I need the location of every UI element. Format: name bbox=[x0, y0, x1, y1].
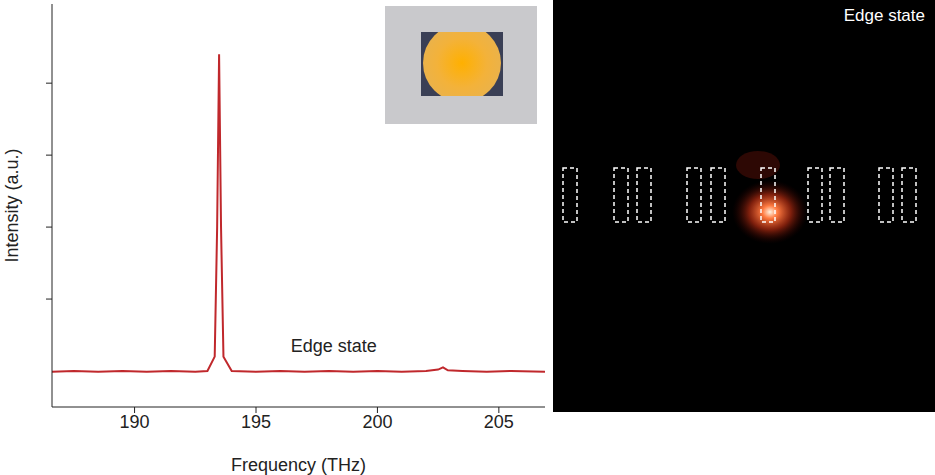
svg-text:Edge state: Edge state bbox=[291, 336, 377, 356]
svg-text:205: 205 bbox=[484, 412, 514, 432]
svg-text:200: 200 bbox=[362, 412, 392, 432]
html-text:Edge state: Edge state bbox=[843, 6, 925, 25]
svg-text:Frequency (THz): Frequency (THz) bbox=[231, 455, 366, 475]
svg-text:195: 195 bbox=[241, 412, 271, 432]
svg-text:Intensity (a.u.): Intensity (a.u.) bbox=[2, 148, 22, 262]
svg-text:190: 190 bbox=[120, 412, 150, 432]
